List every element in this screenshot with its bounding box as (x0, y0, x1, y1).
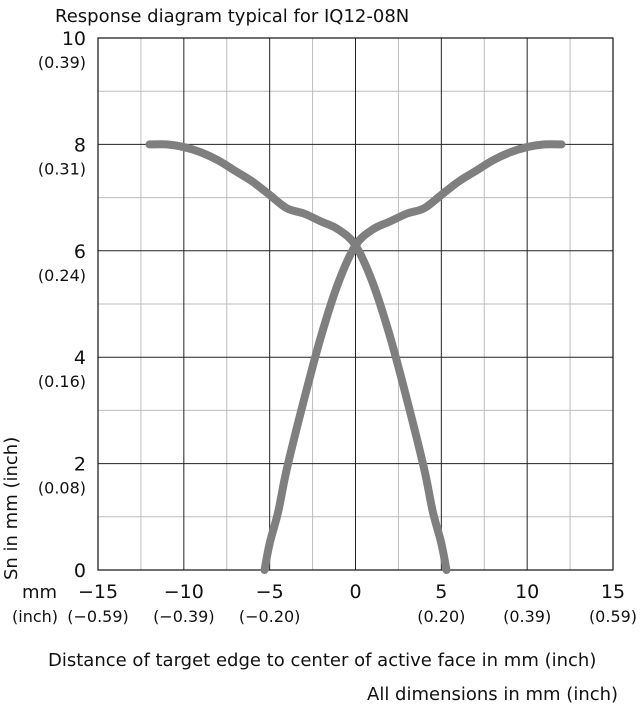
plot-frame (97, 37, 614, 571)
y-axis-label: Sn in mm (inch) (1, 437, 22, 580)
y-tick-sublabel: (0.31) (38, 159, 86, 178)
x-tick-label: 0 (349, 581, 361, 603)
chart-title: Response diagram typical for IQ12-08N (55, 6, 409, 27)
y-tick-label: 2 (74, 454, 86, 476)
response-curve-2 (260, 140, 566, 574)
x-tick-sublabel: (−0.20) (239, 607, 301, 626)
major-gridlines (98, 38, 613, 570)
x-tick-label: −15 (78, 581, 118, 603)
x-tick-label: 5 (435, 581, 447, 603)
x-tick-label: −5 (256, 581, 284, 603)
y-tick-label: 4 (74, 347, 86, 369)
x-tick-sublabel: (0.39) (503, 607, 551, 626)
x-unit-label-secondary: (inch) (12, 607, 58, 626)
y-tick-sublabel: (0.39) (38, 53, 86, 72)
x-tick-label: 10 (515, 581, 539, 603)
x-tick-sublabel: (−0.59) (67, 607, 129, 626)
series-layer (145, 140, 566, 574)
y-tick-label: 10 (62, 28, 86, 50)
x-tick-sublabel: (0.59) (589, 607, 637, 626)
x-unit-label: mm (22, 582, 57, 603)
x-tick-sublabel: (−0.39) (153, 607, 215, 626)
y-tick-labels: 0 2 (0.08) 4 (0.16) 6 (0.24) 8 (0.31) 10 (0.39) (38, 28, 86, 582)
y-tick-sublabel: (0.24) (38, 266, 86, 285)
x-tick-sublabel: (0.20) (417, 607, 465, 626)
y-tick-sublabel: (0.08) (38, 479, 86, 498)
y-tick-label: 0 (74, 560, 86, 582)
x-tick-labels: −15 (−0.59) −10 (−0.39) −5 (−0.20) 0 5 (0.20) 10 (… (67, 581, 637, 626)
footnote: All dimensions in mm (inch) (367, 684, 618, 705)
y-tick-label: 6 (74, 241, 86, 263)
y-tick-label: 8 (74, 134, 86, 156)
y-tick-sublabel: (0.16) (38, 372, 86, 391)
x-tick-label: 15 (601, 581, 625, 603)
x-axis-label: Distance of target edge to center of act… (48, 650, 596, 671)
x-tick-label: −10 (164, 581, 204, 603)
response-curve-1 (145, 140, 451, 574)
